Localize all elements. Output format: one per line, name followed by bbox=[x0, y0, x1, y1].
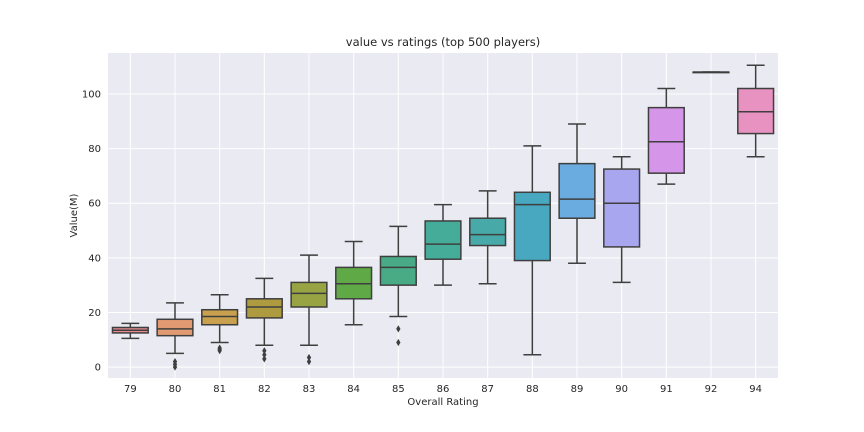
box-iqr bbox=[558, 162, 596, 219]
x-tick-label: 90 bbox=[615, 384, 628, 395]
chart-title: value vs ratings (top 500 players) bbox=[346, 35, 540, 49]
outlier-point bbox=[396, 338, 401, 347]
x-tick-label: 87 bbox=[481, 384, 494, 395]
y-tick-label: 60 bbox=[88, 199, 101, 210]
outlier-point bbox=[262, 355, 267, 363]
x-tick-label: 88 bbox=[526, 384, 539, 395]
box-82 bbox=[245, 277, 283, 363]
box-85 bbox=[379, 225, 417, 347]
box-79 bbox=[111, 322, 149, 340]
x-tick-label: 84 bbox=[347, 384, 360, 395]
x-tick-label: 92 bbox=[705, 384, 718, 395]
x-tick-label: 86 bbox=[437, 384, 450, 395]
outlier-point bbox=[262, 347, 267, 355]
box-83 bbox=[290, 254, 328, 366]
box-iqr bbox=[513, 191, 551, 262]
outlier-point bbox=[306, 353, 312, 362]
box-87 bbox=[469, 190, 507, 285]
y-tick-labels: 0 20 40 60 80 100 bbox=[82, 89, 101, 373]
outlier-point bbox=[262, 351, 267, 359]
boxes-layer bbox=[111, 64, 775, 371]
box-iqr bbox=[603, 168, 641, 248]
box-iqr bbox=[647, 106, 685, 174]
x-tick-label: 83 bbox=[303, 384, 316, 395]
y-tick-label: 80 bbox=[88, 144, 101, 155]
box-iqr bbox=[245, 298, 283, 319]
x-axis-label: Overall Rating bbox=[407, 397, 478, 408]
box-80 bbox=[156, 302, 194, 371]
y-tick-label: 20 bbox=[88, 308, 101, 319]
y-tick-label: 100 bbox=[82, 89, 101, 100]
x-tick-label: 79 bbox=[124, 384, 137, 395]
x-tick-label: 80 bbox=[169, 384, 182, 395]
y-axis-label: Value(M) bbox=[69, 193, 80, 237]
box-81 bbox=[201, 293, 239, 355]
box-iqr bbox=[290, 281, 328, 308]
box-iqr bbox=[469, 217, 507, 247]
x-tick-label: 81 bbox=[213, 384, 226, 395]
x-tick-label: 82 bbox=[258, 384, 271, 395]
outlier-point bbox=[217, 347, 222, 355]
y-tick-label: 40 bbox=[88, 253, 101, 264]
x-tick-labels: 79 80 81 82 83 84 85 86 87 88 89 90 91 92 94 bbox=[124, 384, 762, 395]
box-iqr bbox=[424, 220, 462, 260]
box-89 bbox=[558, 123, 596, 265]
box-86 bbox=[424, 203, 462, 286]
box-94 bbox=[737, 64, 775, 158]
x-tick-label: 94 bbox=[749, 384, 762, 395]
x-tick-label: 91 bbox=[660, 384, 673, 395]
outlier-point bbox=[306, 358, 312, 366]
outlier-point bbox=[396, 325, 401, 333]
box-88 bbox=[513, 145, 551, 356]
y-tick-label: 0 bbox=[95, 363, 101, 374]
box-84 bbox=[335, 240, 373, 326]
box-iqr bbox=[156, 318, 194, 337]
box-90 bbox=[603, 156, 641, 284]
box-92 bbox=[692, 71, 730, 74]
x-tick-label: 85 bbox=[392, 384, 405, 395]
outlier-point bbox=[172, 363, 178, 371]
box-91 bbox=[647, 87, 685, 185]
box-iqr bbox=[379, 255, 417, 286]
x-tick-label: 89 bbox=[571, 384, 584, 395]
